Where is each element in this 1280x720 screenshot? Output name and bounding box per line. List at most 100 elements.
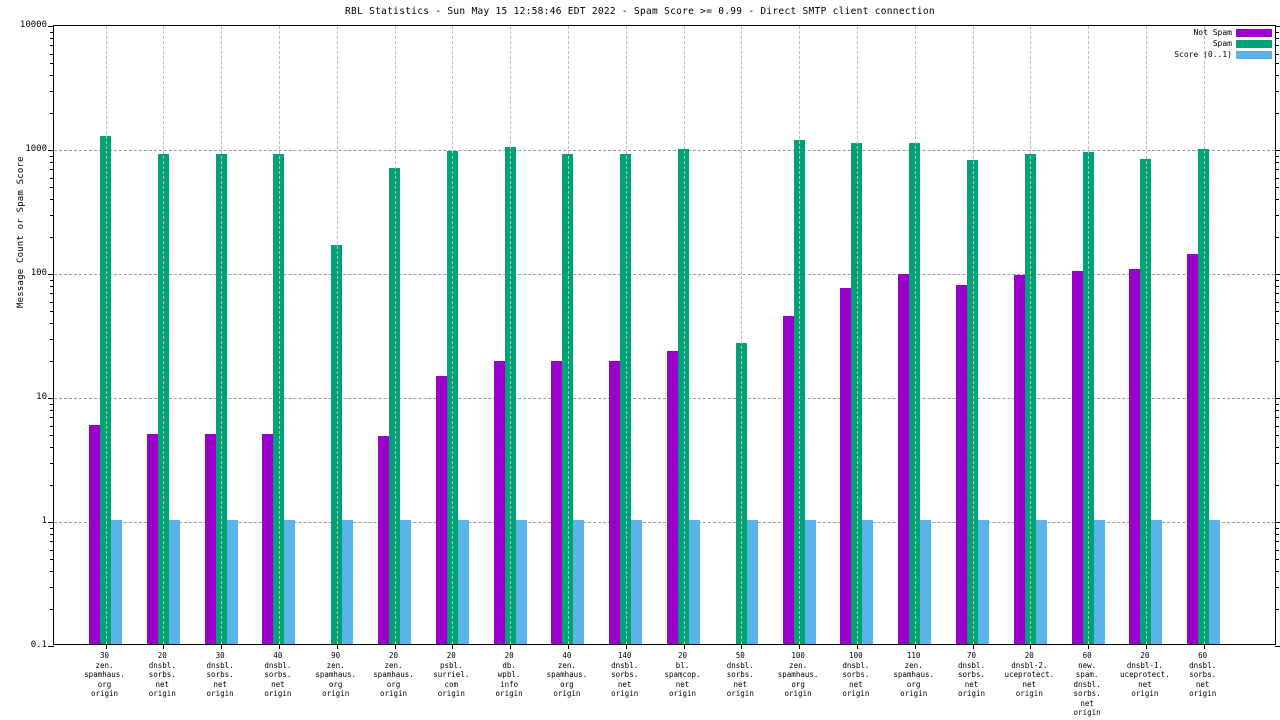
y-tick-minor-right	[1275, 403, 1279, 405]
legend-swatch-not-spam	[1236, 28, 1272, 37]
y-axis-label: Message Count or Spam Score	[16, 156, 26, 308]
y-tick-minor-right	[1275, 549, 1279, 551]
x-tick-label: 40 zen. spamhaus. org origin	[546, 651, 588, 698]
y-tick-minor-right	[1275, 199, 1279, 201]
bar-not-spam	[551, 361, 563, 644]
y-tick-minor	[50, 162, 54, 164]
x-tick-label: 110 zen. spamhaus. org origin	[893, 651, 934, 698]
x-tick	[625, 644, 627, 649]
x-tick	[683, 644, 685, 649]
legend-label-not-spam: Not Spam	[1193, 28, 1232, 37]
x-tick-label: 40 dnsbl. sorbs. net origin	[264, 651, 292, 698]
gridline-vertical	[394, 26, 396, 644]
y-tick-minor	[50, 403, 54, 405]
y-tick-major-right	[1275, 274, 1280, 275]
x-tick	[972, 644, 974, 649]
x-tick-label: 30 dnsbl. sorbs. net origin	[206, 651, 234, 698]
y-tick-major-right	[1275, 522, 1280, 523]
bar-score	[1151, 520, 1163, 644]
gridline-vertical	[163, 26, 165, 644]
y-tick-minor-right	[1275, 338, 1279, 340]
x-tick-label: 100 dnsbl. sorbs. net origin	[842, 651, 870, 698]
bar-score	[400, 520, 411, 644]
gridline-vertical	[278, 26, 280, 644]
y-tick-minor-right	[1275, 90, 1279, 92]
y-tick-minor	[50, 484, 54, 486]
y-tick-minor-right	[1275, 155, 1279, 157]
legend-label-score: Score (0..1)	[1174, 50, 1232, 59]
y-tick-minor	[50, 301, 54, 303]
y-tick-minor-right	[1275, 527, 1279, 529]
y-tick-minor	[50, 187, 54, 189]
y-tick-minor-right	[1275, 571, 1279, 573]
y-tick-label: 100	[30, 268, 47, 278]
legend-swatch-spam	[1236, 39, 1272, 48]
x-tick-label: 70 dnsbl. sorbs. net origin	[957, 651, 986, 698]
x-tick	[336, 644, 338, 649]
plot-area: Message Count or Spam Score	[16, 25, 1280, 649]
y-tick-minor	[50, 112, 54, 114]
x-tick-label: 20 dnsbl. sorbs. net origin	[148, 651, 176, 698]
x-tick-label: 30 zen. spamhaus. org origin	[84, 651, 125, 698]
bar-not-spam	[956, 285, 967, 644]
bar-score	[515, 520, 527, 644]
chart-legend: Not Spam Spam Score (0..1)	[1174, 28, 1272, 59]
gridline-vertical	[452, 26, 454, 644]
x-tick	[394, 644, 396, 649]
y-tick-minor	[50, 169, 54, 171]
y-tick-minor	[50, 63, 54, 65]
gridline-vertical	[336, 26, 338, 644]
bar-not-spam	[89, 425, 100, 644]
bar-not-spam	[146, 434, 158, 644]
bar-score	[168, 520, 180, 644]
gridline-vertical	[799, 26, 801, 644]
y-tick-label: 1000	[25, 144, 47, 154]
y-tick-minor	[50, 425, 54, 427]
bar-not-spam	[898, 274, 910, 644]
x-tick	[163, 644, 165, 649]
y-tick-minor	[50, 286, 54, 288]
y-tick-minor	[50, 586, 54, 588]
bar-not-spam	[204, 434, 216, 644]
x-tick-label: 60 new. spam. dnsbl. sorbs. net origin	[1073, 651, 1101, 717]
y-tick-minor	[50, 214, 54, 216]
x-tick-label: 60 dnsbl. sorbs. net origin	[1189, 651, 1217, 698]
y-tick-minor-right	[1275, 53, 1279, 55]
gridline-vertical	[1145, 26, 1147, 644]
y-tick-minor-right	[1275, 38, 1279, 40]
bar-score	[631, 520, 643, 644]
bar-not-spam	[262, 434, 274, 644]
y-tick-minor-right	[1275, 534, 1279, 536]
y-tick-minor	[50, 360, 54, 362]
gridline-vertical	[914, 26, 916, 644]
x-tick	[105, 644, 107, 649]
y-tick-minor	[50, 447, 54, 449]
y-tick-minor-right	[1275, 75, 1279, 77]
y-tick-major	[48, 26, 54, 27]
y-tick-minor-right	[1275, 323, 1279, 325]
y-tick-minor-right	[1275, 435, 1279, 437]
bar-not-spam	[1071, 270, 1083, 644]
y-tick-major-right	[1275, 398, 1280, 399]
y-tick-minor	[50, 417, 54, 419]
gridline-vertical	[1030, 26, 1032, 644]
x-tick-label: 20 psbl. surriel. com origin	[433, 651, 470, 698]
x-tick-label: 90 zen. spamhaus. org origin	[315, 651, 356, 698]
y-tick-minor-right	[1275, 608, 1279, 610]
gridline-vertical	[567, 26, 569, 644]
y-tick-minor-right	[1275, 360, 1279, 362]
y-tick-minor	[50, 53, 54, 55]
bar-score	[573, 520, 585, 644]
y-tick-minor-right	[1275, 236, 1279, 238]
y-tick-major	[48, 274, 54, 275]
y-tick-minor-right	[1275, 484, 1279, 486]
x-tick	[278, 644, 280, 649]
y-tick-minor-right	[1275, 187, 1279, 189]
y-tick-label: 10000	[19, 20, 47, 30]
y-tick-minor	[50, 527, 54, 529]
bar-score	[1209, 520, 1221, 644]
x-tick-label: 20 zen. spamhaus. org origin	[373, 651, 414, 698]
gridline-horizontal	[54, 150, 1275, 151]
y-tick-minor-right	[1275, 63, 1279, 65]
y-tick-minor	[50, 323, 54, 325]
